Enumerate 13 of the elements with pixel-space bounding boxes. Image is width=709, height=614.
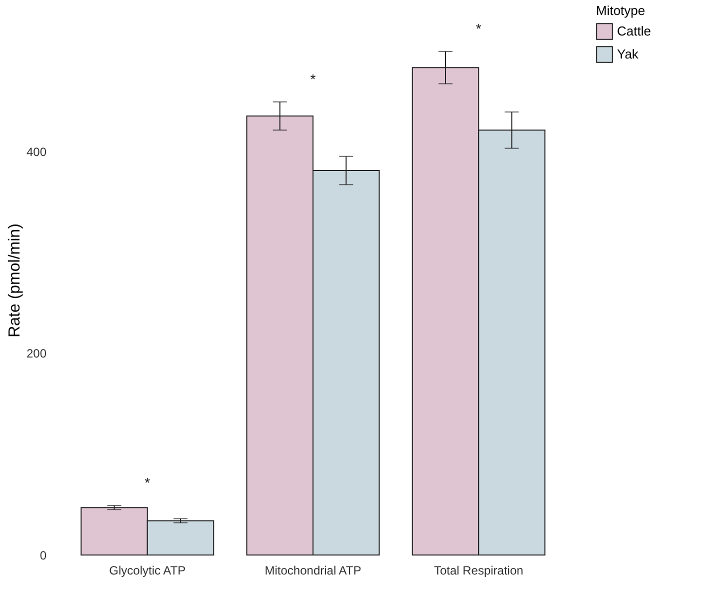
x-tick-label: Glycolytic ATP (109, 564, 186, 578)
x-tick-label: Mitochondrial ATP (264, 564, 362, 578)
legend-label: Cattle (617, 24, 651, 38)
y-axis-title: Rate (pmol/min) (6, 224, 24, 338)
annotation: * (310, 70, 316, 87)
legend-title: Mitotype (596, 3, 646, 18)
x-tick-label: Total Respiration (434, 564, 524, 578)
legend-label: Yak (617, 46, 639, 62)
y-tick-label: 200 (26, 346, 47, 361)
annotation: * (476, 20, 482, 36)
y-tick-label: 400 (26, 144, 47, 159)
y-tick-label: 0 (40, 548, 47, 562)
annotation: * (144, 474, 151, 491)
